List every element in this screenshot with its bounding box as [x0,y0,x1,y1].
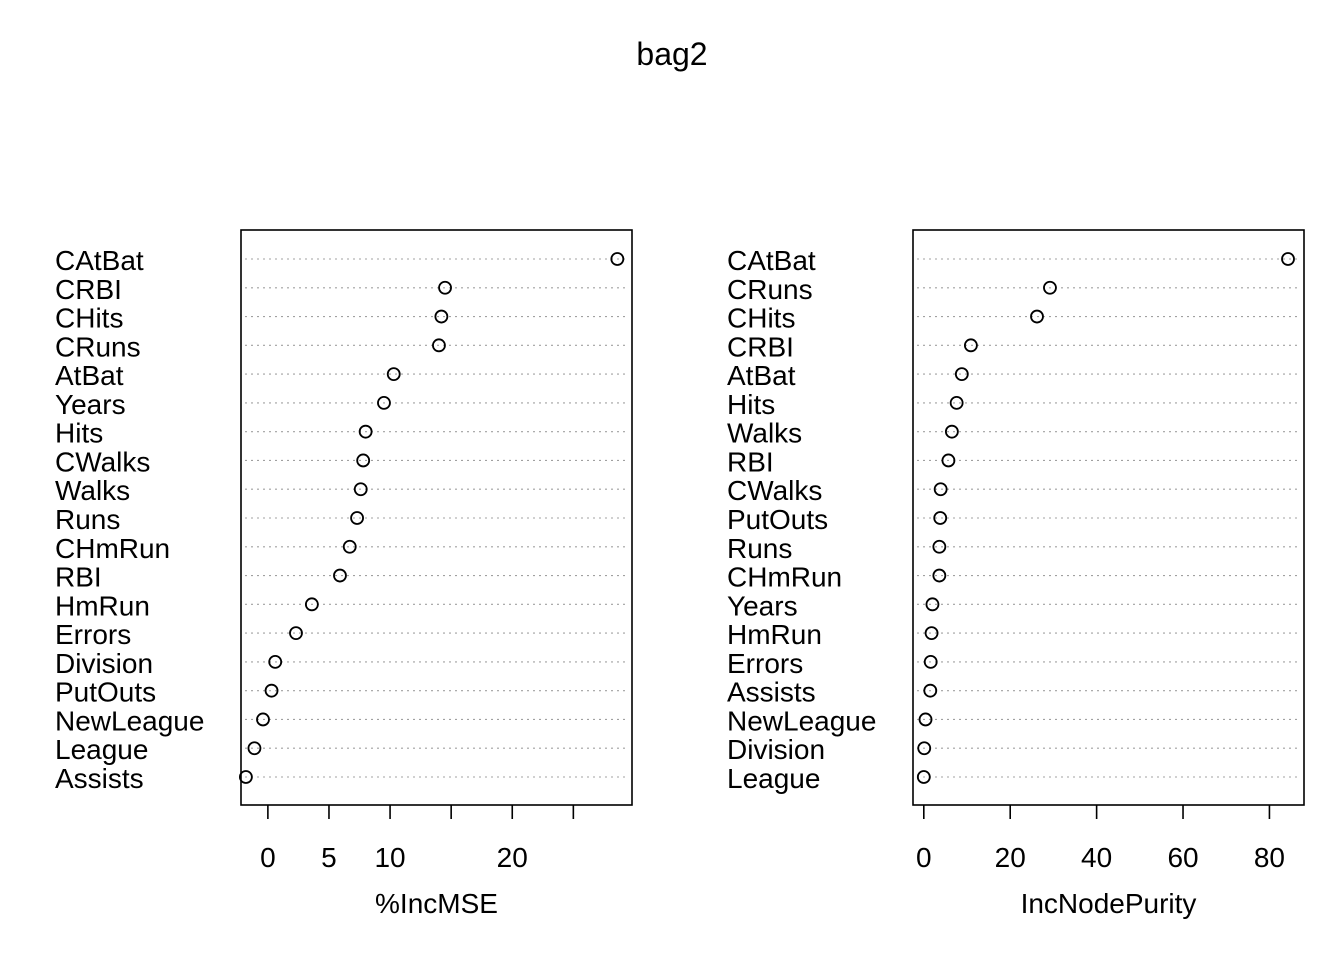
data-point [333,568,347,583]
data-point [438,280,452,295]
data-point [353,482,368,497]
category-label: Hits [727,389,775,420]
category-label: PutOuts [727,504,828,535]
data-point [247,741,262,756]
data-point [610,252,625,266]
category-label: Division [727,734,825,765]
category-label: NewLeague [55,705,204,736]
x-tick-label: 60 [1167,842,1198,873]
category-label: CRuns [727,274,813,305]
category-label: CHmRun [55,533,170,564]
panel-incnodepurity: CAtBatCRunsCHitsCRBIAtBatHitsWalksRBICWa… [727,229,1305,919]
data-point [1030,309,1044,324]
x-axis-label: %IncMSE [375,888,498,919]
data-point [932,568,947,583]
data-point [918,712,933,727]
category-label: CHmRun [727,562,842,593]
data-point [944,424,959,439]
panel-incmse: CAtBatCRBICHitsCRunsAtBatYearsHitsCWalks… [55,229,633,919]
data-point [386,367,401,382]
category-label: AtBat [55,360,124,391]
category-label: RBI [55,562,102,593]
category-label: Walks [727,418,802,449]
data-point [933,511,948,525]
category-label: Years [55,389,126,420]
category-label: Runs [55,504,120,535]
x-tick-label: 80 [1254,842,1285,873]
data-point [963,338,978,353]
x-axis-label: IncNodePurity [1021,888,1197,919]
category-label: NewLeague [727,705,876,736]
category-label: CHits [55,303,123,334]
data-point [932,539,947,554]
category-label: Assists [55,763,144,794]
data-point [954,367,969,382]
data-point [358,424,373,439]
data-point [289,626,303,641]
data-point [256,712,270,727]
category-label: CRBI [55,274,122,305]
data-point [356,453,371,468]
x-tick-label: 10 [374,842,405,873]
data-point [933,482,948,497]
category-label: Walks [55,475,130,506]
category-label: CRBI [727,331,794,362]
plot-frame [912,229,1305,806]
data-point [264,683,279,698]
chart-title: bag2 [636,36,708,72]
data-point [432,338,446,353]
category-label: HmRun [727,619,822,650]
category-label: League [55,734,148,765]
category-label: Division [55,648,153,679]
category-label: CAtBat [727,245,816,276]
category-label: Hits [55,418,103,449]
x-tick-label: 20 [497,842,528,873]
data-point [377,395,391,410]
data-point [1043,280,1057,295]
data-point [350,511,364,525]
category-label: Runs [727,533,792,564]
category-label: PutOuts [55,677,156,708]
data-point [949,395,964,410]
category-label: RBI [727,446,774,477]
data-point [342,539,357,554]
category-label: CAtBat [55,245,144,276]
data-point [923,683,938,698]
category-label: CWalks [727,475,822,506]
category-label: CHits [727,303,795,334]
data-point [924,626,939,641]
category-label: Errors [727,648,803,679]
data-point [925,597,940,612]
data-point [238,770,253,784]
x-tick-label: 20 [995,842,1026,873]
category-label: CWalks [55,446,150,477]
data-point [917,741,932,756]
data-point [1281,252,1295,266]
x-tick-label: 40 [1081,842,1112,873]
x-tick-label: 0 [916,842,932,873]
category-label: Years [727,590,798,621]
data-point [434,309,449,324]
category-label: CRuns [55,331,141,362]
data-point [268,654,283,669]
category-label: AtBat [727,360,796,391]
data-point [916,770,931,784]
x-tick-label: 5 [321,842,337,873]
data-point [941,453,956,468]
plot-frame [240,229,633,806]
category-label: League [727,763,820,794]
category-label: Errors [55,619,131,650]
category-label: Assists [727,677,816,708]
data-point [304,597,319,612]
data-point [923,654,938,669]
category-label: HmRun [55,590,150,621]
x-tick-label: 0 [260,842,276,873]
